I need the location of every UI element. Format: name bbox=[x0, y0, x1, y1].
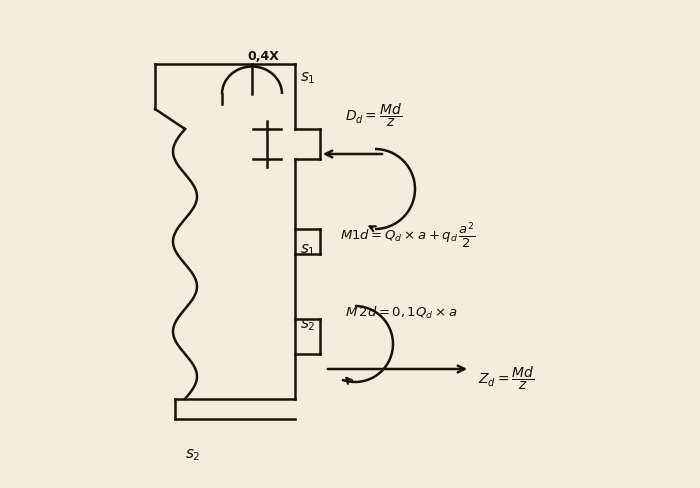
Text: $s_2$: $s_2$ bbox=[185, 446, 201, 462]
Text: $s_1$: $s_1$ bbox=[300, 242, 316, 257]
Text: $M1d = Q_d \times a + q_d\,\dfrac{a^2}{2}$: $M1d = Q_d \times a + q_d\,\dfrac{a^2}{2… bbox=[340, 220, 475, 249]
Text: $s_1$: $s_1$ bbox=[300, 70, 316, 86]
Text: $s_2$: $s_2$ bbox=[300, 317, 316, 332]
Text: 0,4X: 0,4X bbox=[247, 50, 279, 63]
Text: $M\,2d = 0,1Q_d \times a$: $M\,2d = 0,1Q_d \times a$ bbox=[345, 305, 458, 321]
Text: $Z_d = \dfrac{Md}{z}$: $Z_d = \dfrac{Md}{z}$ bbox=[478, 364, 534, 391]
Text: $D_d = \dfrac{Md}{z}$: $D_d = \dfrac{Md}{z}$ bbox=[345, 101, 402, 128]
